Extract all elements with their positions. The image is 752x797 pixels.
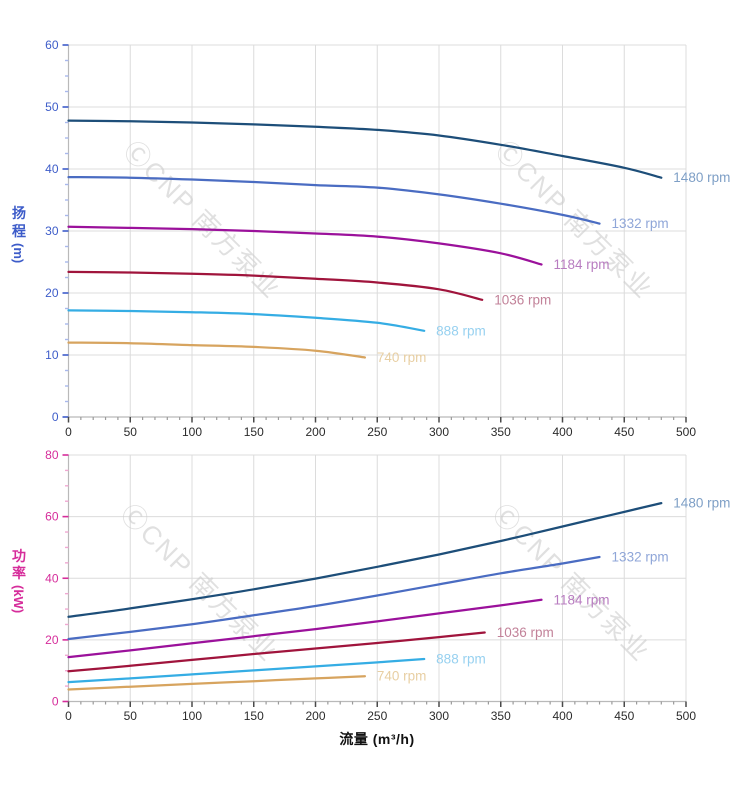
curve-label-1184-rpm: 1184 rpm: [554, 257, 610, 272]
x-tick-label: 500: [676, 709, 696, 723]
x-tick-label: 450: [614, 709, 634, 723]
curve-1036-rpm: [67, 270, 484, 301]
y-tick-label: 40: [45, 571, 59, 585]
y-tick-label: 10: [45, 348, 59, 362]
x-tick-label: 100: [182, 425, 202, 439]
x-axis-title: 流量 (m³/h): [339, 731, 415, 747]
curve-1480-rpm: [67, 501, 663, 618]
x-tick-label: 250: [367, 709, 387, 723]
head-chart-group: 0 10 20 30 40 50 60 0 50 100 150 200 250 300 350 400 450…: [11, 38, 730, 439]
x-tick-label: 350: [491, 709, 511, 723]
curve-740-rpm: [67, 675, 367, 691]
y-axis-title-unit: (kW): [11, 585, 26, 613]
curve-888-rpm: [67, 309, 426, 332]
y-tick-label: 80: [45, 448, 59, 462]
curve-label-1480-rpm: 1480 rpm: [673, 170, 730, 185]
watermark-text: ⒸCNP 南方泵业: [118, 135, 287, 304]
x-tick-label: 200: [305, 709, 325, 723]
x-tick-label: 100: [182, 709, 202, 723]
curve-1332-rpm: [67, 555, 601, 641]
x-tick-label: 300: [429, 709, 449, 723]
x-tick-label: 450: [614, 425, 634, 439]
curve-1332-rpm: [67, 175, 601, 225]
x-tick-label: 50: [124, 709, 138, 723]
curve-label-1036-rpm: 1036 rpm: [494, 292, 551, 307]
curve-1480-rpm: [67, 119, 663, 179]
y-axis-title-char: 率: [12, 565, 26, 581]
curve-label-740-rpm: 740 rpm: [377, 669, 427, 684]
curve-740-rpm: [67, 341, 367, 359]
y-axis-title-char: 功: [12, 548, 26, 564]
y-tick-label: 0: [52, 410, 59, 424]
y-axis-title-char: 程: [12, 223, 26, 239]
x-tick-label: 500: [676, 425, 696, 439]
y-tick-label: 20: [45, 286, 59, 300]
x-tick-label: 150: [244, 425, 264, 439]
y-tick-label: 60: [45, 38, 59, 52]
x-tick-label: 400: [552, 425, 572, 439]
curve-label-1184-rpm: 1184 rpm: [554, 592, 610, 607]
y-axis-title-char: 扬: [12, 205, 26, 221]
x-tick-label: 50: [124, 425, 138, 439]
x-tick-label: 150: [244, 709, 264, 723]
y-tick-label: 20: [45, 633, 59, 647]
y-tick-label: 30: [45, 224, 59, 238]
curve-1036-rpm: [67, 631, 486, 673]
x-tick-label: 200: [305, 425, 325, 439]
curve-label-888-rpm: 888 rpm: [436, 323, 486, 338]
y-tick-label: 0: [52, 695, 59, 709]
y-tick-label: 40: [45, 162, 59, 176]
curve-label-1036-rpm: 1036 rpm: [497, 625, 554, 640]
y-tick-label: 60: [45, 510, 59, 524]
x-tick-label: 0: [65, 709, 72, 723]
x-tick-label: 250: [367, 425, 387, 439]
curve-label-1332-rpm: 1332 rpm: [612, 549, 669, 564]
curve-label-1480-rpm: 1480 rpm: [673, 496, 730, 511]
curve-1184-rpm: [67, 225, 543, 266]
x-tick-label: 0: [65, 425, 72, 439]
x-tick-label: 300: [429, 425, 449, 439]
curve-1184-rpm: [67, 598, 543, 659]
y-axis-title-unit: (m): [11, 243, 26, 263]
curve-label-888-rpm: 888 rpm: [436, 651, 486, 666]
x-tick-label: 350: [491, 425, 511, 439]
curve-888-rpm: [67, 657, 426, 684]
curve-label-740-rpm: 740 rpm: [377, 350, 427, 365]
curve-label-1332-rpm: 1332 rpm: [612, 216, 669, 231]
x-tick-label: 400: [552, 709, 572, 723]
y-tick-label: 50: [45, 100, 59, 114]
